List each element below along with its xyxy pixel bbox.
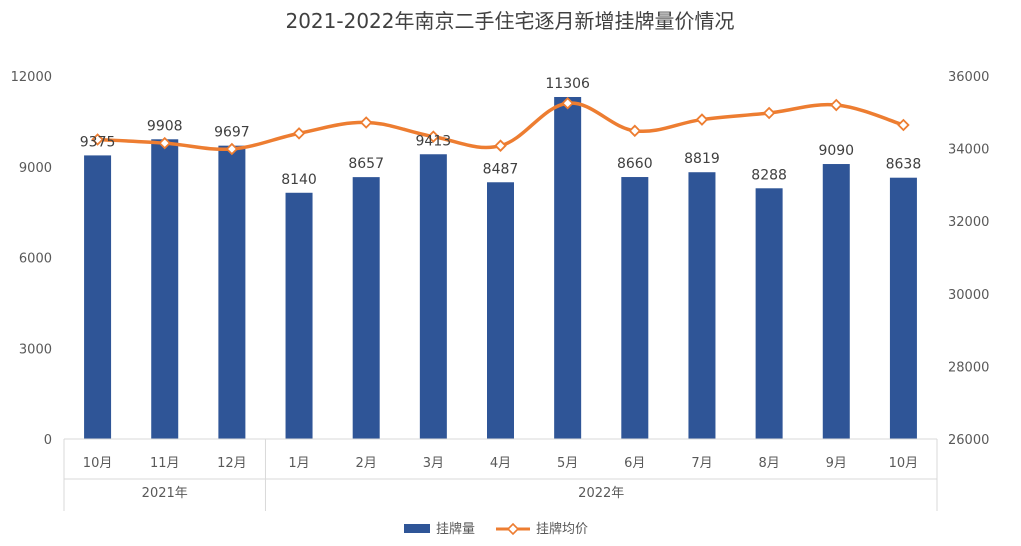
legend-bar-swatch (404, 524, 430, 533)
x-tick-label: 1月 (288, 456, 309, 471)
right-tick-label: 32000 (948, 215, 989, 230)
bar-value-label: 8487 (483, 161, 519, 177)
bar (889, 177, 917, 439)
price-marker (292, 127, 306, 140)
x-tick-label: 12月 (217, 456, 247, 471)
right-tick-label: 28000 (948, 360, 989, 375)
price-marker (561, 96, 574, 110)
right-tick-label: 34000 (948, 143, 989, 158)
chart-title: 2021-2022年南京二手住宅逐月新增挂牌量价情况 (285, 9, 734, 33)
bar-value-label: 8288 (751, 167, 787, 183)
left-tick-label: 9000 (19, 161, 52, 176)
bar-value-label: 8819 (684, 151, 720, 167)
bar (419, 154, 447, 439)
bar-value-label: 8140 (281, 172, 317, 188)
bar (218, 145, 246, 439)
bar-value-label: 9697 (214, 125, 250, 141)
legend-label: 挂牌量 (436, 521, 475, 537)
bar (487, 182, 514, 439)
left-tick-label: 0 (44, 433, 52, 448)
bar (621, 177, 649, 439)
x-tick-label: 9月 (826, 456, 847, 471)
left-tick-label: 12000 (11, 70, 52, 85)
x-tick-label: 11月 (150, 456, 180, 471)
price-marker (158, 136, 172, 150)
x-tick-label: 2月 (356, 456, 377, 471)
x-tick-label: 7月 (691, 456, 712, 471)
price-marker (628, 124, 642, 138)
bar (822, 164, 850, 439)
price-marker (427, 130, 440, 143)
x-tick-label: 4月 (490, 456, 511, 471)
x-tick-label: 5月 (557, 456, 578, 471)
right-tick-label: 36000 (948, 70, 989, 85)
bar (352, 177, 380, 440)
x-tick-label: 10月 (83, 456, 113, 471)
legend-label: 挂牌均价 (536, 521, 588, 537)
x-group-label: 2022年 (578, 486, 624, 501)
bar (84, 155, 112, 439)
bar-value-label: 9908 (147, 118, 183, 134)
price-marker (762, 106, 776, 120)
price-marker (494, 139, 507, 152)
price-marker (225, 142, 239, 156)
x-group-label: 2021年 (142, 486, 188, 501)
legend-line-marker (506, 522, 520, 536)
x-tick-label: 10月 (889, 456, 919, 471)
legend: 挂牌量 挂牌均价 (404, 521, 588, 537)
x-tick-label: 8月 (758, 456, 779, 471)
bar (755, 188, 783, 439)
price-marker (359, 116, 373, 129)
right-tick-label: 30000 (948, 288, 989, 303)
bar-value-label: 9090 (818, 143, 854, 159)
bar-value-label: 9375 (80, 134, 116, 150)
bar (688, 172, 716, 439)
bar-value-label: 9413 (416, 133, 452, 149)
bar-value-label: 8660 (617, 156, 653, 172)
right-tick-label: 26000 (948, 433, 989, 448)
price-marker (695, 113, 709, 126)
left-tick-label: 3000 (19, 342, 52, 357)
bar (554, 96, 582, 439)
bar-value-label: 8638 (886, 157, 922, 173)
x-tick-label: 3月 (423, 456, 444, 471)
bar-value-label: 8657 (348, 156, 384, 172)
x-tick-label: 6月 (624, 456, 645, 471)
bar (151, 139, 179, 439)
bar-value-label: 11306 (545, 76, 590, 92)
price-marker (829, 98, 843, 112)
left-tick-label: 6000 (19, 252, 52, 267)
price-marker (91, 133, 104, 146)
bar (285, 192, 313, 439)
price-marker (897, 118, 910, 132)
